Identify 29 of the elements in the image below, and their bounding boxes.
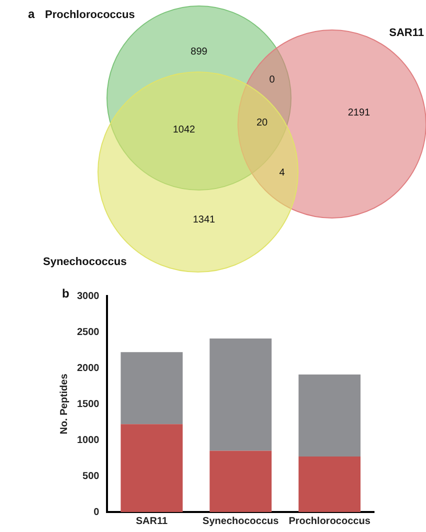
text: a (28, 7, 35, 22)
bar (120, 424, 183, 512)
bar (298, 456, 361, 512)
y-tick-label: 1500 (76, 398, 100, 410)
y-tick-label: 0 (94, 506, 100, 518)
text: 1341 (192, 214, 216, 226)
bar (210, 338, 272, 451)
x-tick-label: Prochlorococcus (288, 516, 371, 527)
bar (210, 450, 272, 512)
text: 2191 (348, 108, 371, 119)
y-tick-label: 500 (82, 470, 100, 482)
text: 20 (256, 118, 268, 129)
y-tick-label: 2500 (76, 326, 100, 338)
y-axis-title: No. Peptides (58, 373, 70, 434)
category-label: Synechococcus (43, 256, 127, 268)
bar (298, 374, 361, 457)
x-tick-label: SAR11 (136, 516, 168, 527)
category-label: SAR11 (389, 26, 424, 39)
y-tick-label: 2000 (76, 362, 100, 374)
x-tick-label: Synechococcus (202, 516, 280, 527)
text: 4 (279, 168, 286, 179)
text: 0 (269, 74, 276, 86)
text: 1042 (172, 124, 196, 136)
y-tick-label: 3000 (76, 290, 100, 302)
chart-title: b (62, 286, 70, 300)
category-label: Prochlorococcus (45, 8, 135, 21)
bar (120, 352, 183, 424)
text: 899 (190, 46, 208, 58)
y-tick-label: 1000 (76, 434, 100, 446)
